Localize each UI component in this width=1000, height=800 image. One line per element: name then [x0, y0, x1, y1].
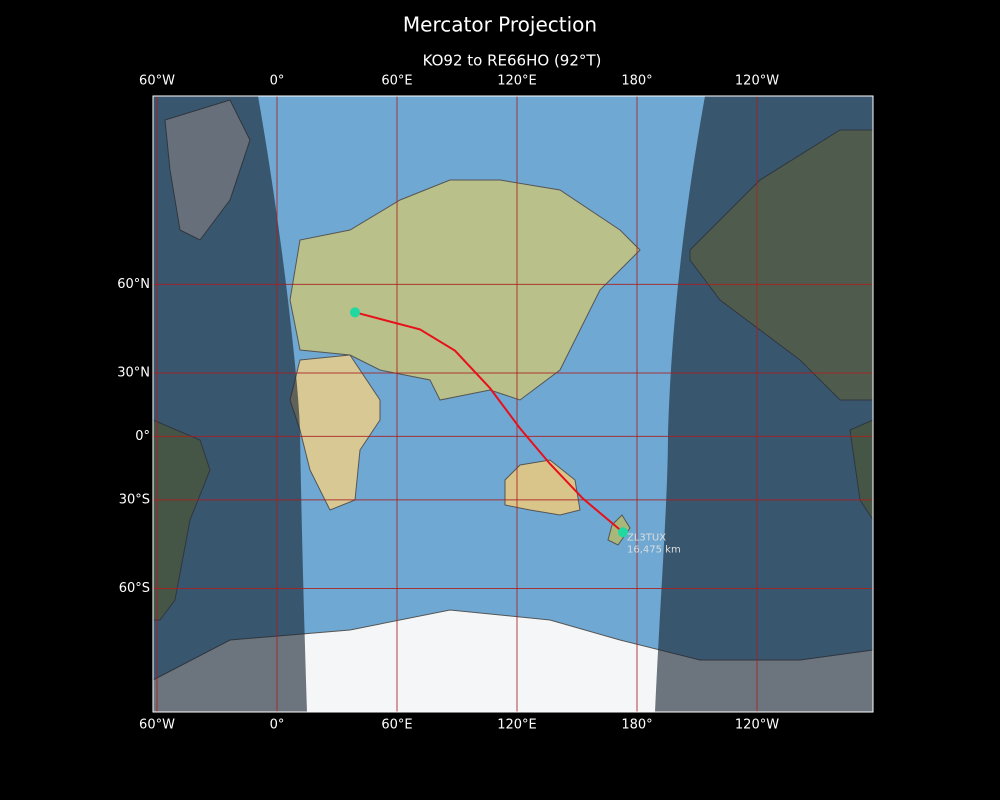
y-tick-label: 30°S [119, 492, 150, 507]
x-tick-label-top: 60°W [139, 74, 175, 89]
station-marker [618, 527, 628, 538]
australia [504, 459, 581, 516]
x-tick-label-bottom: 180° [621, 718, 652, 733]
map-title: Mercator Projection [403, 13, 597, 37]
x-tick-label-bottom: 120°W [735, 718, 779, 733]
route-line [354, 311, 624, 534]
x-tick-label-top: 180° [621, 74, 652, 89]
x-tick-label-top: 0° [270, 74, 285, 89]
y-tick-label: 0° [135, 429, 150, 444]
eurasia [289, 179, 641, 401]
grid [153, 96, 873, 712]
basemap [152, 96, 874, 713]
x-tick-label-top: 120°W [735, 74, 779, 89]
y-tick-label: 60°N [117, 277, 150, 292]
x-tick-label-top: 120°E [497, 74, 537, 89]
map-subtitle: KO92 to RE66HO (92°T) [423, 52, 602, 70]
night-shade-east [655, 96, 873, 712]
y-tick-label: 60°S [119, 581, 150, 596]
x-tick-label-top: 60°E [381, 74, 412, 89]
map-frame [152, 95, 874, 713]
x-tick-label-bottom: 0° [270, 718, 285, 733]
x-tick-label-bottom: 60°E [381, 718, 412, 733]
station-marker [350, 307, 360, 318]
station-label: ZL3TUX [627, 532, 666, 543]
night-shade-west [153, 96, 307, 712]
x-tick-label-bottom: 120°E [497, 718, 537, 733]
y-tick-label: 30°N [117, 365, 150, 380]
distance-label: 16,475 km [627, 544, 681, 555]
x-tick-label-bottom: 60°W [139, 718, 175, 733]
